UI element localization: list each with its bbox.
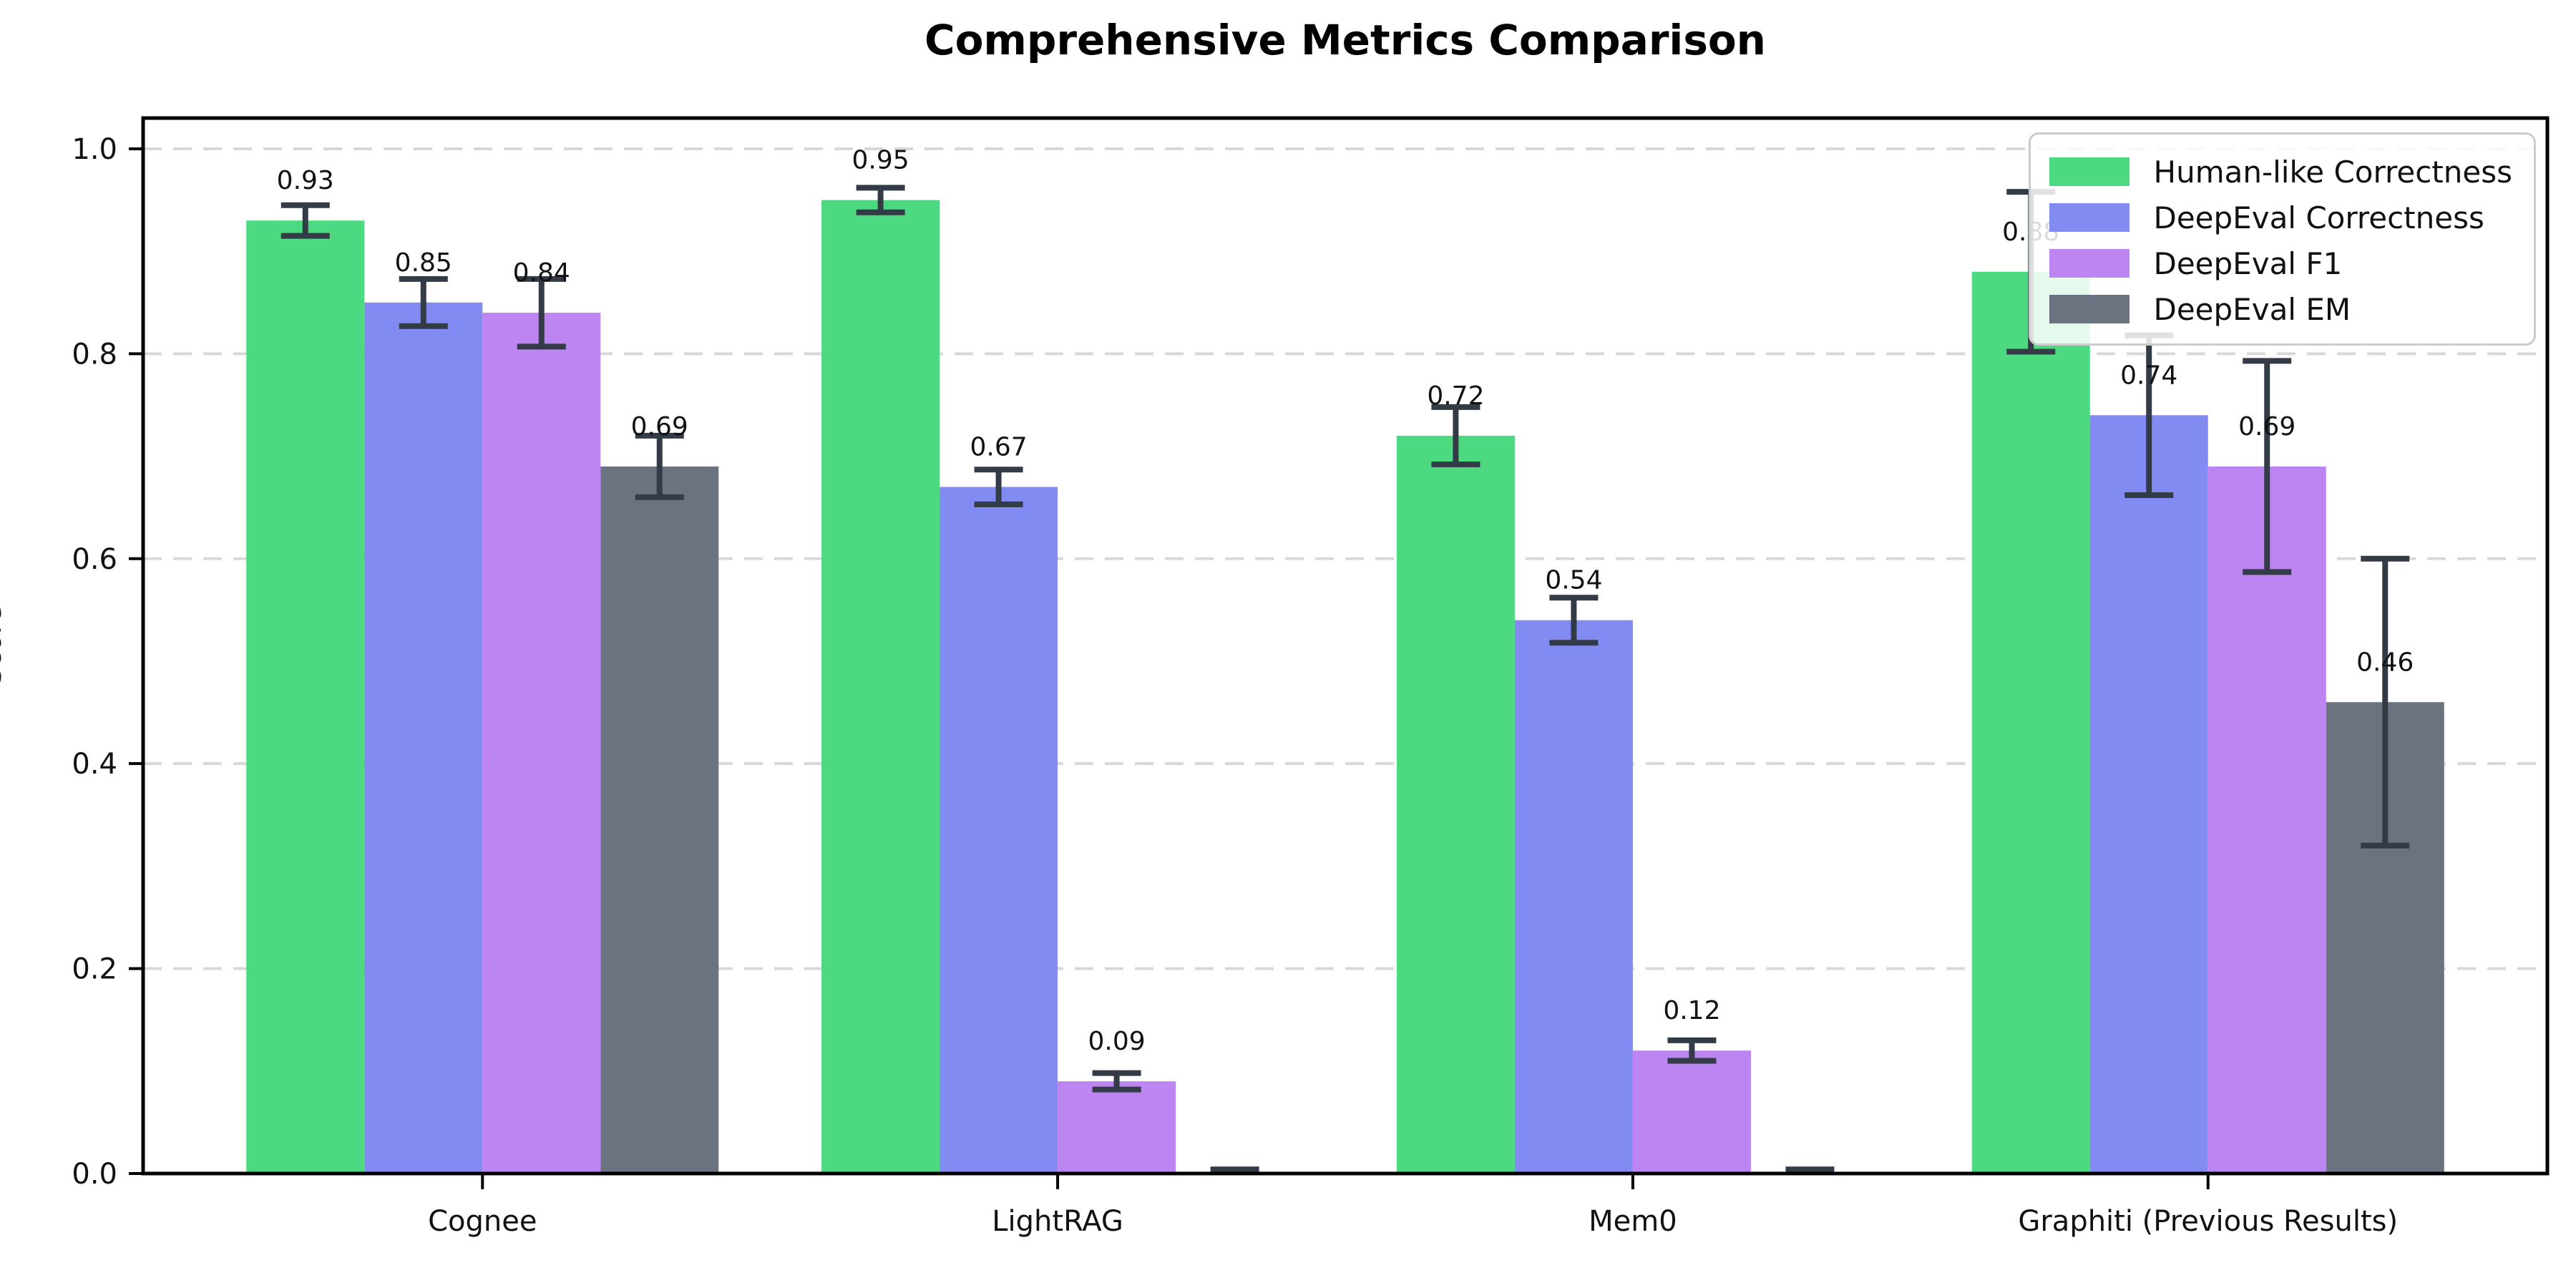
- x-tick-label: Mem0: [1589, 1205, 1677, 1238]
- legend-swatch: [2049, 295, 2129, 323]
- y-tick-label: 0.6: [72, 543, 117, 576]
- value-label: 0.72: [1427, 381, 1484, 411]
- y-tick-label: 0.8: [72, 338, 117, 371]
- legend-swatch: [2049, 157, 2129, 186]
- legend-swatch: [2049, 203, 2129, 232]
- value-label: 0.54: [1545, 566, 1602, 595]
- legend-label: DeepEval EM: [2153, 291, 2351, 327]
- axes-frame: [141, 116, 2550, 1176]
- value-label: 0.69: [631, 412, 688, 441]
- value-label: 0.46: [2356, 648, 2414, 677]
- y-tick-label: 1.0: [72, 133, 117, 166]
- value-label: 0.95: [852, 146, 909, 175]
- legend-item: DeepEval EM: [2049, 286, 2513, 332]
- legend-item: DeepEval F1: [2049, 240, 2513, 286]
- value-label: 0.09: [1088, 1027, 1146, 1056]
- bar-lightrag-s1: [940, 487, 1058, 1174]
- value-label: 0.67: [970, 433, 1028, 462]
- bar-cognee-s1: [364, 302, 483, 1174]
- legend-label: DeepEval F1: [2153, 245, 2343, 281]
- value-label: 0.93: [277, 166, 334, 195]
- bar-mem0-s2: [1632, 1050, 1751, 1174]
- x-tick-label: Cognee: [428, 1205, 537, 1238]
- bar-graphiti-s2: [2207, 466, 2326, 1174]
- legend-swatch: [2049, 249, 2129, 278]
- bar-mem0-s1: [1514, 620, 1633, 1174]
- bar-lightrag-s2: [1058, 1081, 1176, 1174]
- value-label: 0.84: [513, 258, 570, 288]
- y-tick-label: 0.2: [72, 953, 117, 986]
- value-label: 0.69: [2238, 412, 2296, 441]
- bar-graphiti-s0: [1971, 271, 2090, 1174]
- value-label: 0.85: [395, 248, 452, 278]
- bar-mem0-s0: [1396, 435, 1515, 1174]
- legend-item: Human-like Correctness: [2049, 149, 2513, 195]
- chart-title: Comprehensive Metrics Comparison: [924, 16, 1766, 64]
- x-tick-label: LightRAG: [992, 1205, 1123, 1238]
- bar-graphiti-s1: [2089, 415, 2208, 1174]
- legend-label: Human-like Correctness: [2153, 154, 2513, 190]
- legend-label: DeepEval Correctness: [2153, 200, 2484, 235]
- value-label: 0.74: [2120, 361, 2177, 390]
- bar-cognee-s3: [600, 466, 719, 1174]
- legend-item: DeepEval Correctness: [2049, 195, 2513, 240]
- bar-cognee-s2: [482, 313, 601, 1174]
- bar-cognee-s0: [246, 220, 365, 1174]
- y-tick-label: 0.0: [72, 1158, 117, 1191]
- y-tick-label: 0.4: [72, 748, 117, 781]
- legend: Human-like Correctness DeepEval Correctne…: [2028, 132, 2536, 346]
- bar-lightrag-s0: [821, 200, 940, 1174]
- value-label: 0.12: [1663, 996, 1720, 1025]
- x-tick-label: Graphiti (Previous Results): [2018, 1205, 2398, 1238]
